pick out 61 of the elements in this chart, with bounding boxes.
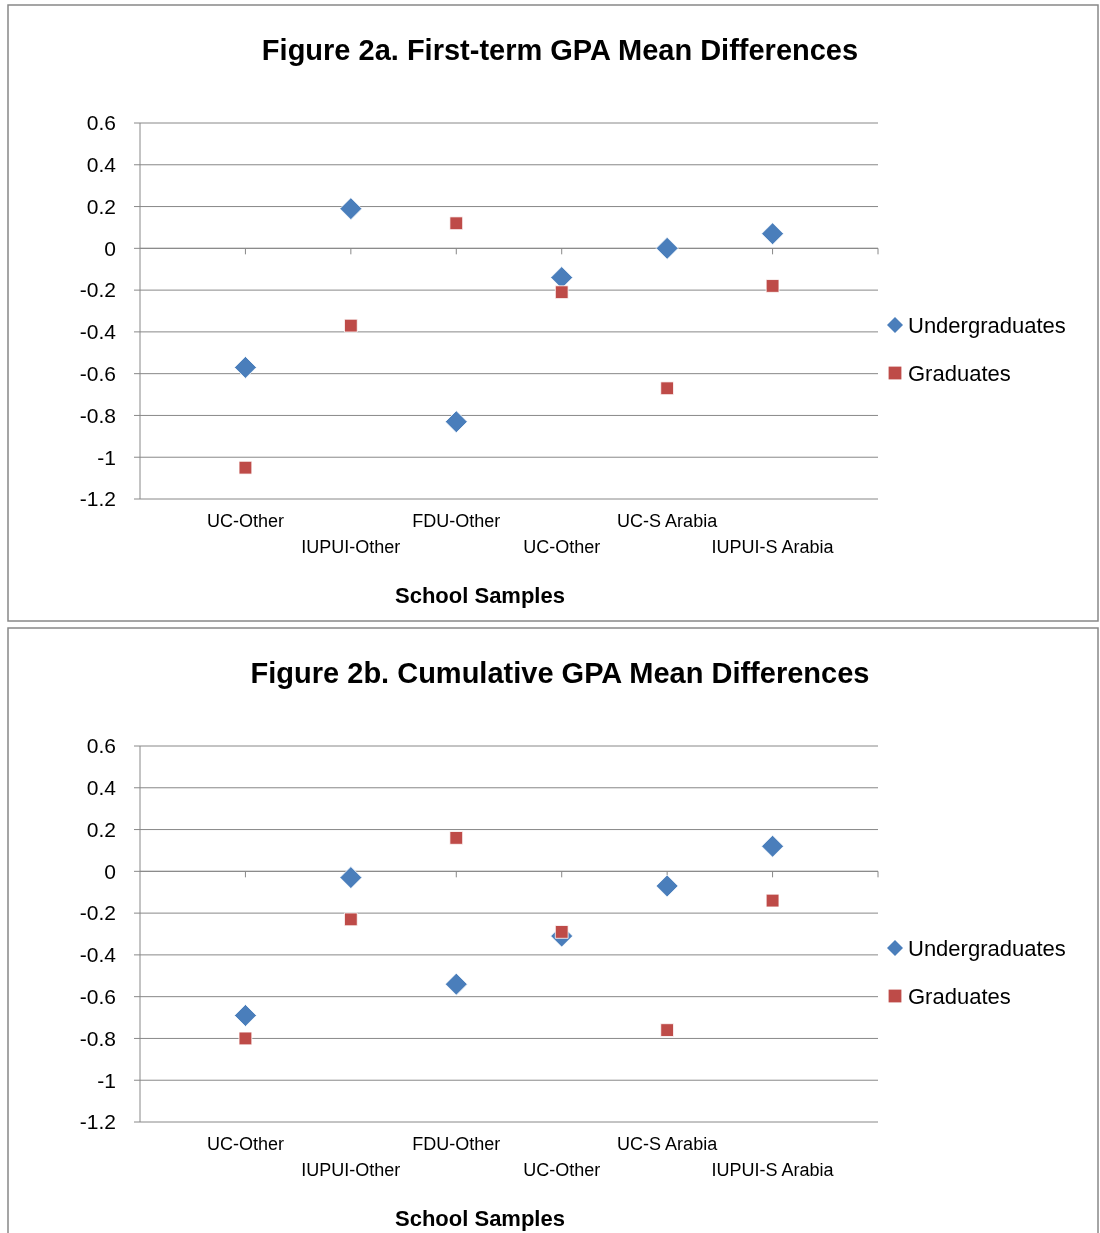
y-tick-label: -0.6	[79, 985, 116, 1009]
point	[234, 356, 257, 379]
point	[761, 222, 784, 246]
y-tick-label: 0.2	[86, 194, 116, 218]
x-axis-title: School Samples	[395, 1206, 565, 1231]
chart-title: Figure 2b. Cumulative GPA Mean Differences	[250, 657, 870, 689]
point	[660, 381, 674, 396]
y-tick-label: 0	[104, 236, 116, 260]
y-tick-label: -0.6	[79, 362, 116, 386]
x-axis-title: School Samples	[395, 583, 565, 608]
y-tick-label: 0.2	[86, 817, 116, 841]
y-tick-label: -0.4	[79, 320, 117, 344]
point	[444, 410, 468, 434]
x-tick-label: IUPUI-Other	[301, 537, 401, 557]
x-tick-label: IUPUI-S Arabia	[711, 1160, 835, 1180]
point	[655, 874, 679, 898]
y-tick-label: -1.2	[79, 1110, 116, 1134]
y-tick-label: -0.2	[79, 901, 116, 925]
legend-label: Graduates	[908, 983, 1011, 1009]
point	[344, 912, 358, 927]
y-tick-label: -0.2	[79, 278, 116, 302]
point	[339, 866, 363, 889]
y-tick-label: 0.4	[86, 153, 117, 177]
x-tick-label: IUPUI-Other	[301, 1160, 401, 1180]
point	[655, 236, 679, 260]
x-tick-label: UC-Other	[206, 511, 284, 531]
point	[238, 1031, 253, 1046]
point	[449, 831, 464, 845]
y-tick-label: 0.6	[86, 734, 116, 758]
x-tick-label: IUPUI-S Arabia	[711, 537, 835, 557]
point	[554, 285, 569, 299]
y-tick-label: -0.8	[79, 403, 116, 427]
point	[344, 318, 358, 333]
y-tick-label: -1	[97, 1068, 116, 1092]
point	[765, 279, 780, 293]
x-tick-label: UC-Other	[206, 1134, 284, 1154]
chart-title: Figure 2a. First-term GPA Mean Differences	[261, 34, 859, 66]
y-tick-label: -0.4	[79, 943, 117, 967]
x-tick-label: UC-S Arabia	[617, 511, 719, 531]
x-tick-label: FDU-Other	[412, 511, 501, 531]
point	[761, 834, 784, 858]
point	[765, 893, 780, 908]
y-tick-label: 0.6	[86, 111, 116, 135]
point	[660, 1023, 674, 1037]
legend-label: Undergraduates	[908, 312, 1066, 338]
point	[234, 1004, 257, 1027]
x-tick-label: UC-Other	[523, 1160, 601, 1180]
y-tick-label: -1.2	[79, 487, 116, 511]
y-tick-label: -1	[97, 445, 116, 469]
y-tick-label: 0.4	[86, 776, 117, 800]
x-tick-label: UC-S Arabia	[617, 1134, 719, 1154]
y-tick-label: -0.8	[79, 1026, 116, 1050]
legend-label: Undergraduates	[908, 935, 1066, 961]
x-tick-label: FDU-Other	[412, 1134, 501, 1154]
legend-label: Graduates	[908, 360, 1011, 386]
point	[444, 972, 468, 996]
x-tick-label: UC-Other	[523, 537, 601, 557]
point	[238, 460, 253, 475]
point	[339, 197, 363, 221]
y-tick-label: 0	[104, 859, 116, 883]
point	[449, 216, 464, 231]
